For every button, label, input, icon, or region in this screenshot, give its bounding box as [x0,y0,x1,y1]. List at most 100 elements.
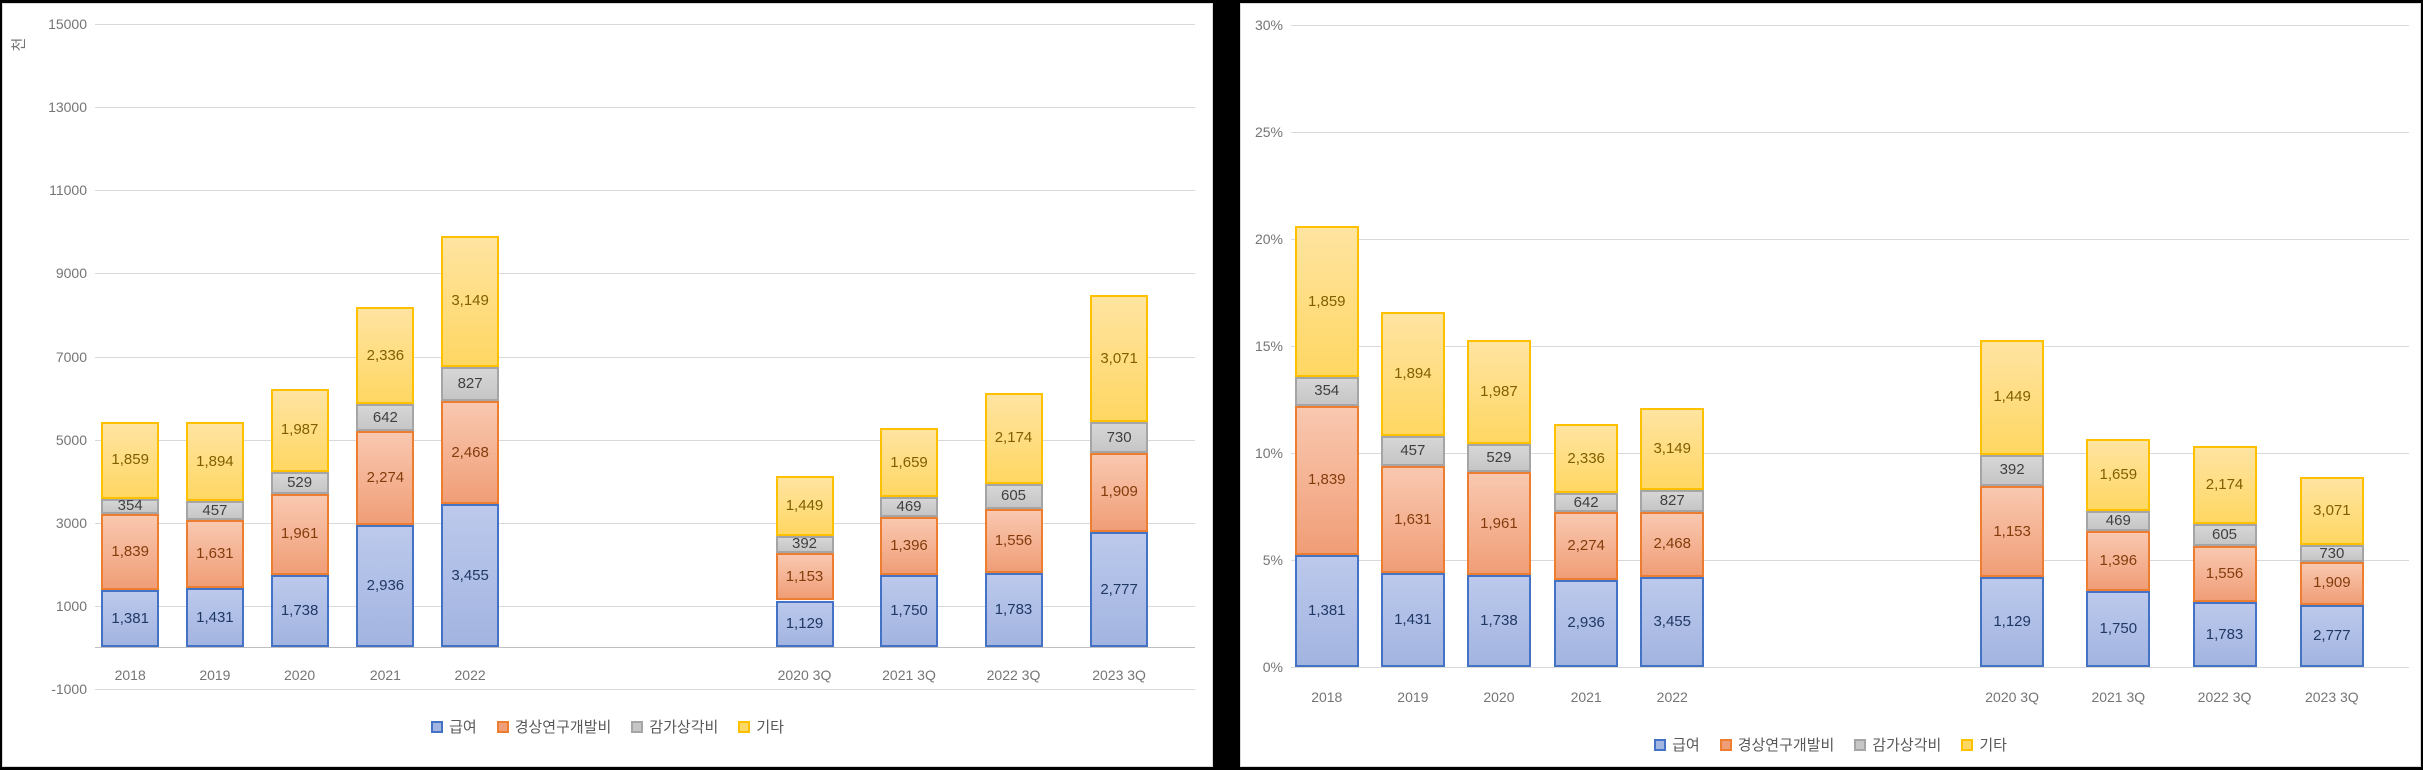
data-label: 354 [117,497,143,515]
legend-item: 경상연구개발비 [1719,734,1835,755]
data-label: 1,396 [890,536,928,554]
legend-marker-icon [1961,738,1974,751]
bar-segment-감가상각비 [1640,490,1705,513]
legend-item: 급여 [1654,734,1700,755]
bar-segment-감가상각비 [441,366,500,402]
data-label: 1,738 [1480,612,1518,630]
bar-segment-감가상각비 [185,501,244,521]
data-label: 1,750 [2099,620,2138,638]
stacked-bar-chart-percent: 30% 25% 20% 15% 10% 5% 0% 1,381 1,839 354 1,859 201… [1241,4,2420,766]
bar-segment-감가상각비 [775,536,834,553]
data-label: 605 [2212,526,2238,544]
x-axis-category-label: 2022 [1656,689,1688,705]
x-axis-category-label: 2022 3Q [2197,689,2252,705]
gridline [1291,560,2409,561]
gridline [95,689,1195,690]
bar-segment-경상연구개발비 [270,493,329,576]
data-label: 3,149 [451,292,489,310]
legend-marker-icon [1654,738,1667,751]
bar-segment-경상연구개발비 [1294,405,1359,555]
y-axis-tick-label: 15% [1254,338,1283,354]
data-label: 1,129 [785,614,824,632]
bar-segment-기타 [984,393,1043,484]
legend-label: 감가상각비 [649,719,719,736]
data-label: 2,336 [366,346,405,364]
bar-segment-기타 [880,428,938,498]
legend-label: 급여 [1672,737,1700,754]
legend-label: 기타 [1979,737,2007,754]
data-label: 1,987 [1480,382,1518,400]
legend-label: 경상연구개발비 [1737,737,1835,754]
bar-segment-경상연구개발비 [880,516,938,575]
gridline [95,605,1195,607]
data-label: 827 [1659,492,1685,510]
y-axis-tick-label: 20% [1254,231,1283,247]
legend-marker-icon [431,720,444,733]
bar-segment-경상연구개발비 [1554,512,1619,580]
bar-segment-기타 [1466,339,1531,445]
data-label: 469 [2105,511,2131,529]
data-label: 3,071 [2313,501,2351,519]
data-label: 1,396 [2099,552,2138,570]
data-label: 1,659 [890,453,928,471]
gridline [95,439,1195,441]
bar-segment-급여 [101,590,160,648]
bar-segment-급여 [356,525,415,648]
data-label: 2,274 [1567,537,1605,555]
bar-segment-감가상각비 [1380,436,1445,467]
data-label: 1,909 [2313,574,2351,592]
data-label: 1,783 [994,601,1033,619]
y-axis-tick-label: 25% [1254,124,1283,140]
bar-segment-급여 [880,574,938,648]
data-label: 1,859 [1307,292,1346,310]
bar-segment-급여 [441,503,500,648]
bar-segment-급여 [984,573,1043,648]
absolute-chart-panel: 천 15000 13000 11000 9000 7000 5000 3000 1000 -10… [2,3,1213,767]
x-axis-category-label: 2020 3Q [1985,689,2039,705]
bar-segment-감가상각비 [2192,524,2257,547]
bar-segment-경상연구개발비 [2299,561,2364,605]
legend-marker-icon [1854,738,1867,751]
data-label: 1,839 [111,542,149,560]
legend-marker-icon [631,720,644,733]
bar-segment-급여 [1554,579,1619,667]
data-label: 1,153 [1993,522,2031,540]
gridline [1291,346,2409,347]
legend: 급여 경상연구개발비 감가상각비 기타 [3,716,1212,737]
bar-segment-기타 [185,422,244,502]
bar-segment-기타 [356,307,415,405]
gridline [95,273,1195,275]
bar-segment-경상연구개발비 [1640,512,1705,577]
y-axis-tick-label: -1000 [51,681,87,697]
bar-segment-경상연구개발비 [1090,452,1149,532]
data-label: 3,455 [1653,612,1691,630]
stacked-bar-chart-absolute: 15000 13000 11000 9000 7000 5000 3000 1000 -1000… [3,4,1212,766]
data-label: 2,936 [1567,614,1605,632]
x-axis-category-label: 2020 3Q [777,667,832,684]
y-axis-tick-label: 3000 [55,514,87,531]
y-axis-tick-label: 7000 [55,348,87,365]
x-axis-category-label: 2021 [1570,689,1602,705]
data-label: 1,894 [196,452,234,470]
data-label: 3,149 [1653,440,1691,458]
bar-segment-급여 [2299,604,2364,667]
data-label: 2,468 [1653,535,1691,553]
data-label: 1,631 [196,545,234,563]
bar-segment-감가상각비 [2299,545,2364,562]
data-label: 827 [457,375,483,393]
bar-segment-경상연구개발비 [1380,466,1445,574]
bar-segment-경상연구개발비 [101,513,160,591]
bar-segment-기타 [2299,476,2364,546]
data-label: 1,449 [785,497,824,515]
x-axis-category-label: 2022 [454,667,486,684]
y-axis-tick-label: 15000 [48,16,87,32]
bar-segment-경상연구개발비 [2192,546,2257,603]
data-label: 529 [1486,449,1512,467]
data-label: 2,936 [366,577,405,595]
bar-segment-급여 [185,587,244,648]
data-label: 1,909 [1100,483,1138,501]
data-label: 2,336 [1567,449,1605,467]
data-label: 1,431 [1394,611,1432,629]
gridline [95,522,1195,524]
